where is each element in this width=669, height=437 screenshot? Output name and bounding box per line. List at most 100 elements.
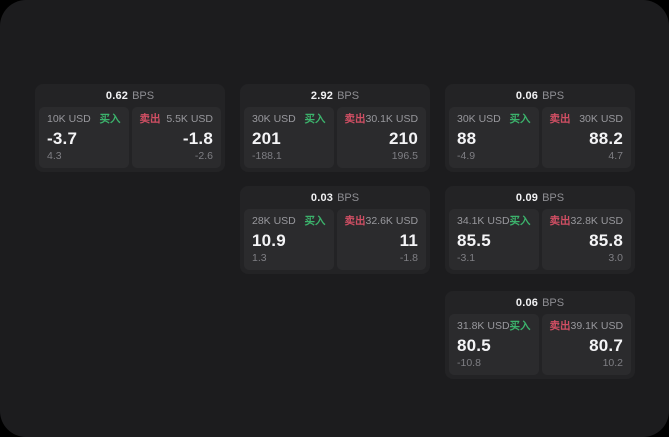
buy-notional: 10K USD <box>47 113 91 125</box>
quote-cells: 30K USD 买入 88 -4.9 卖出 30K USD 88.2 4.7 <box>445 107 635 172</box>
sell-cell[interactable]: 卖出 39.1K USD 80.7 10.2 <box>541 314 631 375</box>
buy-change: -4.9 <box>457 150 476 162</box>
sell-notional: 32.6K USD <box>365 215 419 227</box>
buy-change: -188.1 <box>252 150 282 162</box>
sell-price: 210 <box>389 128 418 148</box>
sell-cell[interactable]: 卖出 32.6K USD 11 -1.8 <box>336 209 426 270</box>
bps-unit-label: BPS <box>542 191 565 204</box>
sell-cell-header: 卖出 32.6K USD <box>345 215 419 228</box>
card-header: 2.92 BPS <box>240 84 430 107</box>
buy-price: 80.5 <box>457 335 491 355</box>
buy-cell[interactable]: 28K USD 买入 10.9 1.3 <box>244 209 334 270</box>
buy-change: -3.1 <box>457 252 476 264</box>
quote-cells: 30K USD 买入 201 -188.1 卖出 30.1K USD 210 1… <box>240 107 430 172</box>
sell-change: 196.5 <box>391 150 418 162</box>
buy-side-label: 买入 <box>304 215 326 227</box>
buy-side-label: 买入 <box>99 113 121 125</box>
sell-cell[interactable]: 卖出 30.1K USD 210 196.5 <box>336 107 426 168</box>
sell-cell-header: 卖出 5.5K USD <box>140 113 214 126</box>
buy-side-label: 买入 <box>509 215 531 227</box>
buy-notional: 34.1K USD <box>457 215 510 227</box>
card-header: 0.06 BPS <box>445 84 635 107</box>
sell-price: 85.8 <box>589 230 623 250</box>
sell-notional: 30K USD <box>579 113 623 125</box>
sell-side-label: 卖出 <box>139 113 161 125</box>
quote-card[interactable]: 0.62 BPS 10K USD 买入 -3.7 4.3 卖出 5.5K USD… <box>35 84 225 172</box>
buy-cell-header: 34.1K USD 买入 <box>457 215 531 228</box>
sell-side-label: 卖出 <box>549 113 571 125</box>
quote-card[interactable]: 0.03 BPS 28K USD 买入 10.9 1.3 卖出 32.6K US… <box>240 186 430 274</box>
quote-cells: 10K USD 买入 -3.7 4.3 卖出 5.5K USD -1.8 -2.… <box>35 107 225 172</box>
sell-change: -1.8 <box>399 252 418 264</box>
buy-cell[interactable]: 31.8K USD 买入 80.5 -10.8 <box>449 314 539 375</box>
buy-cell-header: 31.8K USD 买入 <box>457 320 531 333</box>
buy-side-label: 买入 <box>509 113 531 125</box>
buy-side-label: 买入 <box>304 113 326 125</box>
buy-notional: 30K USD <box>457 113 501 125</box>
sell-cell[interactable]: 卖出 30K USD 88.2 4.7 <box>541 107 631 168</box>
sell-notional: 32.8K USD <box>570 215 624 227</box>
buy-price: 201 <box>252 128 281 148</box>
bps-unit-label: BPS <box>132 89 155 102</box>
sell-cell-header: 卖出 39.1K USD <box>550 320 624 333</box>
quote-cells: 31.8K USD 买入 80.5 -10.8 卖出 39.1K USD 80.… <box>445 314 635 379</box>
card-header: 0.09 BPS <box>445 186 635 209</box>
sell-notional: 5.5K USD <box>166 113 213 125</box>
card-header: 0.62 BPS <box>35 84 225 107</box>
sell-side-label: 卖出 <box>344 215 366 227</box>
quote-card[interactable]: 0.09 BPS 34.1K USD 买入 85.5 -3.1 卖出 32.8K… <box>445 186 635 274</box>
buy-price: 10.9 <box>252 230 286 250</box>
buy-price: 85.5 <box>457 230 491 250</box>
sell-price: 80.7 <box>589 335 623 355</box>
quote-card[interactable]: 0.06 BPS 30K USD 买入 88 -4.9 卖出 30K USD 8… <box>445 84 635 172</box>
sell-cell[interactable]: 卖出 5.5K USD -1.8 -2.6 <box>131 107 221 168</box>
sell-cell-header: 卖出 30.1K USD <box>345 113 419 126</box>
bps-unit-label: BPS <box>542 296 565 309</box>
sell-price: -1.8 <box>182 128 213 148</box>
bps-value: 0.03 <box>310 191 334 204</box>
buy-cell-header: 30K USD 买入 <box>457 113 531 126</box>
bps-value: 0.06 <box>515 89 539 102</box>
sell-price: 11 <box>399 230 418 250</box>
sell-notional: 30.1K USD <box>365 113 419 125</box>
buy-notional: 28K USD <box>252 215 296 227</box>
buy-cell-header: 28K USD 买入 <box>252 215 326 228</box>
buy-cell-header: 10K USD 买入 <box>47 113 121 126</box>
card-header: 0.06 BPS <box>445 291 635 314</box>
bps-unit-label: BPS <box>542 89 565 102</box>
buy-cell[interactable]: 10K USD 买入 -3.7 4.3 <box>39 107 129 168</box>
buy-notional: 31.8K USD <box>457 320 510 332</box>
card-header: 0.03 BPS <box>240 186 430 209</box>
bps-unit-label: BPS <box>337 89 360 102</box>
buy-side-label: 买入 <box>509 320 531 332</box>
sell-side-label: 卖出 <box>549 215 571 227</box>
buy-cell[interactable]: 30K USD 买入 201 -188.1 <box>244 107 334 168</box>
sell-change: 4.7 <box>608 150 623 162</box>
sell-change: -2.6 <box>194 150 213 162</box>
buy-price: 88 <box>457 128 477 148</box>
bps-unit-label: BPS <box>337 191 360 204</box>
bps-value: 2.92 <box>310 89 334 102</box>
buy-change: 1.3 <box>252 252 267 264</box>
buy-change: -10.8 <box>457 357 481 369</box>
quote-card[interactable]: 2.92 BPS 30K USD 买入 201 -188.1 卖出 30.1K … <box>240 84 430 172</box>
sell-change: 10.2 <box>602 357 623 369</box>
sell-cell[interactable]: 卖出 32.8K USD 85.8 3.0 <box>541 209 631 270</box>
quote-card[interactable]: 0.06 BPS 31.8K USD 买入 80.5 -10.8 卖出 39.1… <box>445 291 635 379</box>
sell-cell-header: 卖出 32.8K USD <box>550 215 624 228</box>
buy-cell[interactable]: 30K USD 买入 88 -4.9 <box>449 107 539 168</box>
buy-notional: 30K USD <box>252 113 296 125</box>
buy-price: -3.7 <box>47 128 78 148</box>
sell-change: 3.0 <box>608 252 623 264</box>
quote-cells: 34.1K USD 买入 85.5 -3.1 卖出 32.8K USD 85.8… <box>445 209 635 274</box>
buy-cell[interactable]: 34.1K USD 买入 85.5 -3.1 <box>449 209 539 270</box>
bps-value: 0.06 <box>515 296 539 309</box>
sell-side-label: 卖出 <box>549 320 571 332</box>
sell-cell-header: 卖出 30K USD <box>550 113 624 126</box>
buy-cell-header: 30K USD 买入 <box>252 113 326 126</box>
sell-notional: 39.1K USD <box>570 320 624 332</box>
bps-value: 0.09 <box>515 191 539 204</box>
sell-price: 88.2 <box>589 128 623 148</box>
buy-change: 4.3 <box>47 150 62 162</box>
